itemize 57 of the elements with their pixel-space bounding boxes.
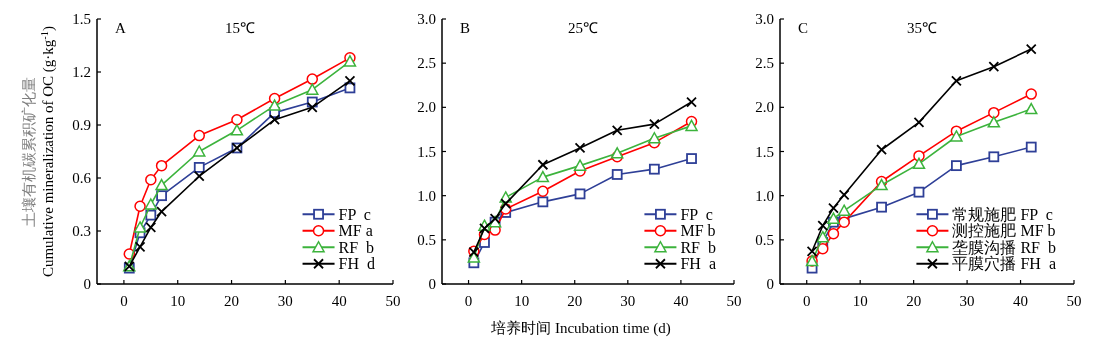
y-tick-label: 0.6: [72, 170, 92, 186]
y-tick-label: 2.0: [755, 99, 774, 116]
x-tick-label: 0: [464, 293, 473, 309]
x-tick-label: 50: [1066, 293, 1082, 309]
legend-label: RF b: [680, 238, 716, 256]
legend-label: MF b: [680, 222, 716, 240]
legend-label: FP c: [338, 205, 371, 223]
x-tick-label: 50: [385, 293, 401, 309]
x-tick-label: 50: [726, 293, 742, 309]
x-axis-title: 培养时间 Incubation time (d): [490, 320, 671, 337]
x-tick-label: 20: [906, 293, 922, 309]
x-tick-label: 10: [514, 293, 530, 309]
y-tick-label: 0: [766, 276, 774, 292]
y-tick-label: 1.0: [417, 187, 436, 204]
annotation: A: [115, 20, 126, 36]
y-tick-label: 2.5: [755, 55, 774, 72]
y-tick-label: 0: [428, 276, 436, 292]
x-tick-label: 0: [120, 293, 128, 309]
y-tick-label: 3.0: [755, 11, 774, 27]
x-tick-label: 20: [224, 293, 240, 309]
x-tick-label: 30: [959, 293, 975, 309]
legend-label: 垄膜沟播 RF b: [952, 238, 1056, 256]
x-tick-label: 30: [620, 293, 636, 309]
chart-title: 25℃: [568, 20, 598, 36]
legend-label: 常规施肥 FP c: [952, 205, 1053, 223]
x-tick-label: 10: [170, 293, 186, 309]
x-tick-label: 20: [567, 293, 583, 309]
legend-label: FH a: [680, 255, 716, 273]
y-tick-label: 0.3: [72, 223, 91, 239]
annotation: C: [798, 20, 809, 36]
x-tick-label: 0: [802, 293, 811, 309]
legend-label: FP c: [680, 205, 713, 223]
y-tick-label: 0: [83, 276, 91, 292]
y-tick-label: 0.5: [417, 231, 436, 248]
legend-label: RF b: [338, 238, 375, 256]
x-tick-label: 40: [1013, 293, 1029, 309]
x-tick-label: 40: [331, 293, 347, 309]
y-tick-label: 1.0: [755, 187, 774, 204]
legend-label: 测控施肥 MF b: [952, 222, 1056, 240]
y-tick-label: 1.2: [72, 64, 91, 80]
y-tick-label: 2.0: [417, 99, 436, 116]
legend-label: MF a: [338, 222, 373, 240]
chart-title: 35℃: [907, 20, 937, 36]
annotation: B: [460, 20, 471, 36]
x-tick-label: 10: [852, 293, 868, 309]
y-tick-label: 2.5: [417, 55, 436, 72]
x-tick-label: 40: [673, 293, 689, 309]
y-tick-label: 1.5: [417, 143, 436, 160]
y-tick-label: 0.5: [755, 231, 774, 248]
y-tick-label: 3.0: [417, 11, 436, 27]
chart-title: 15℃: [225, 20, 255, 36]
y-tick-label: 1.5: [72, 11, 91, 27]
legend-label: FH d: [338, 255, 375, 273]
y-tick-label: 0.9: [72, 117, 91, 133]
legend-label: 平膜穴播 FH a: [952, 255, 1056, 273]
x-tick-label: 30: [277, 293, 293, 309]
y-tick-label: 1.5: [755, 143, 774, 160]
